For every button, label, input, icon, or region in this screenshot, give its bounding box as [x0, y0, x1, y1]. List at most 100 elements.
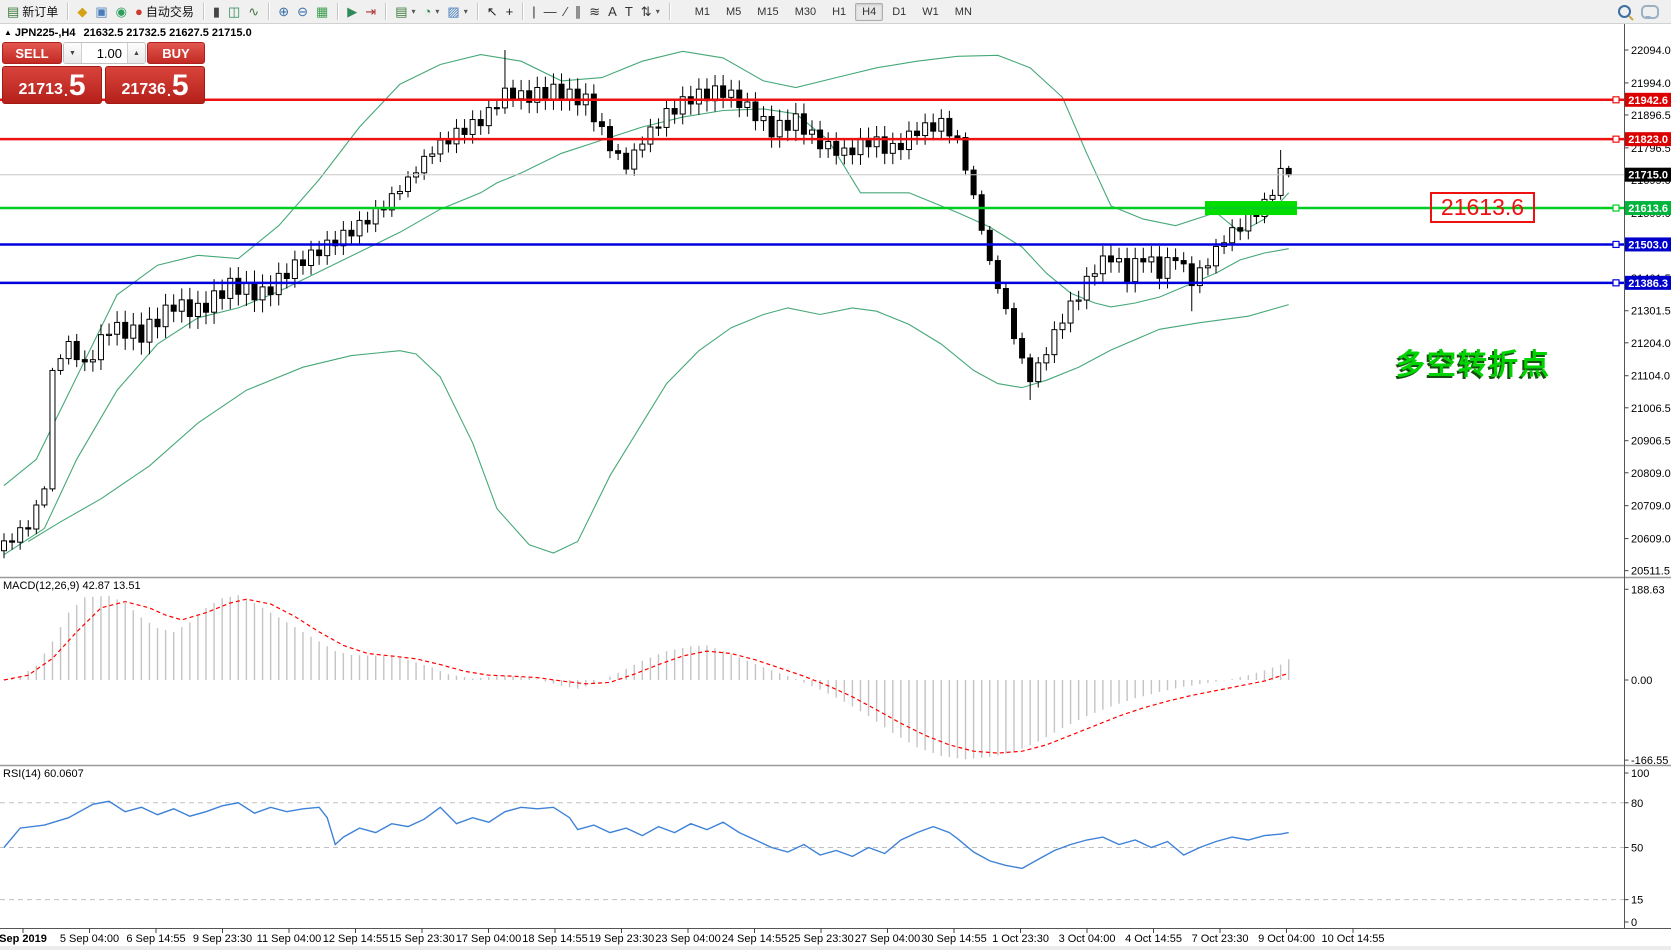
time-tick-label: 5 Sep 04:00 [60, 933, 119, 945]
timeframe-d1-button[interactable]: D1 [892, 5, 907, 18]
chevron-down-icon[interactable]: ▾ [411, 7, 416, 16]
vertical-line-button[interactable]: | [528, 1, 539, 22]
signals-button[interactable]: ◉ [112, 1, 131, 22]
candle-body [994, 260, 1001, 290]
line-anchor-marker[interactable] [1612, 204, 1620, 212]
candle-body [873, 136, 880, 148]
candle-body [1091, 273, 1098, 277]
price-tick-label: 22094.0 [1631, 45, 1671, 57]
time-tick-label: 25 Sep 23:30 [788, 933, 853, 945]
bar-chart-icon: ▮ [212, 4, 220, 19]
autotrading-button[interactable]: ● 自动交易 [131, 1, 198, 22]
candle-body [178, 299, 185, 312]
new-order-button[interactable]: ▤ 新订单 [3, 1, 62, 22]
level-annotation-box[interactable]: 21613.6 [1430, 192, 1535, 223]
horizontal-line-icon: — [543, 4, 557, 19]
new-chart-button[interactable]: ▤ ▾ [391, 1, 419, 22]
layouts-icon: ◆ [77, 4, 88, 19]
candle-body [445, 139, 452, 145]
line-anchor-marker[interactable] [1612, 240, 1620, 249]
text-label-button[interactable]: T [621, 1, 637, 22]
trend-line-icon: ∕ [564, 4, 567, 19]
toolbar-group: ◆ ▣ ◉ ● 自动交易 [70, 0, 201, 23]
candle-body [542, 87, 549, 100]
fibonacci-icon: ≋ [589, 4, 601, 19]
equidistant-channel-button[interactable]: ∥ [571, 1, 586, 22]
candle-body [792, 113, 799, 131]
timeframe-h1-button[interactable]: H1 [832, 5, 847, 18]
candle-body [760, 115, 767, 122]
candle-body [857, 137, 864, 156]
candle-body [1035, 362, 1042, 383]
trend-line-button[interactable]: ∕ [561, 1, 571, 22]
cursor-button[interactable]: ↖ [483, 1, 502, 22]
rsi-tick-label: 80 [1631, 798, 1643, 810]
fibonacci-button[interactable]: ≋ [585, 1, 604, 22]
text-button[interactable]: A [604, 1, 621, 22]
candle-body [768, 115, 775, 138]
timeframe-mn-button[interactable]: MN [954, 5, 972, 18]
candle-body [235, 277, 242, 295]
chevron-down-icon[interactable]: ▾ [463, 7, 468, 16]
candle-body [501, 87, 508, 109]
candle-body [283, 272, 290, 279]
arrows-icon: ⇅ [640, 4, 652, 19]
publish-button[interactable]: ▣ [91, 1, 111, 22]
zoom-in-button[interactable]: ⊕ [274, 1, 293, 22]
candle-body [574, 88, 581, 106]
toolbar-separator [268, 3, 270, 20]
zoom-out-button[interactable]: ⊖ [293, 1, 312, 22]
buy-button[interactable]: BUY [147, 42, 205, 64]
candle-body [1204, 265, 1211, 269]
candle-body [388, 193, 395, 211]
timeframe-h4-button[interactable]: H4 [855, 2, 884, 21]
candle-body [211, 290, 218, 313]
templates-button[interactable]: ▨ ▾ [443, 1, 471, 22]
turning-point-annotation[interactable]: 多空转折点 [1396, 349, 1552, 381]
price-tick-label: 21896.5 [1631, 110, 1671, 122]
sell-button[interactable]: SELL [2, 42, 62, 64]
timeframe-m1-button[interactable]: M1 [694, 5, 710, 18]
arrows-button[interactable]: ⇅ ▾ [637, 1, 664, 22]
time-tick-label: 6 Sep 14:55 [126, 933, 185, 945]
auto-scroll-button[interactable]: ▶ [343, 1, 361, 22]
line-chart-button[interactable]: ∿ [244, 1, 263, 22]
chevron-down-icon[interactable]: ▾ [655, 7, 660, 16]
chevron-down-icon[interactable]: ▾ [435, 7, 440, 16]
candle-body [1027, 357, 1034, 383]
buy-price-button[interactable]: 21736 . 5 [105, 66, 205, 104]
sell-price-button[interactable]: 21713 . 5 [2, 66, 102, 104]
candle-body [57, 358, 64, 371]
volume-up-icon[interactable]: ▲ [127, 43, 145, 63]
line-anchor-marker[interactable] [1612, 279, 1620, 287]
timeframe-m5-button[interactable]: M5 [726, 5, 742, 18]
chart-shift-button[interactable]: ⇥ [361, 1, 380, 22]
price-tick-label: 20809.0 [1631, 468, 1671, 480]
candle-body [566, 88, 573, 101]
bar-chart-button[interactable]: ▮ [209, 1, 224, 22]
crosshair-button[interactable]: + [502, 1, 518, 22]
time-tick-label: 1 Oct 23:30 [992, 933, 1049, 945]
periods-button[interactable]: ◔ ▾ [420, 1, 444, 22]
layouts-button[interactable]: ◆ [73, 1, 91, 22]
search-icon[interactable] [1618, 5, 1631, 18]
volume-down-icon[interactable]: ▼ [64, 43, 82, 63]
new-order-label: 新订单 [22, 5, 59, 19]
rsi-line [3, 800, 1289, 870]
timeframe-m30-button[interactable]: M30 [794, 5, 817, 18]
volume-input[interactable]: 1.00 [96, 45, 122, 61]
candle-body [106, 333, 113, 336]
candle-body [1245, 214, 1252, 232]
timeframe-m15-button[interactable]: M15 [757, 5, 779, 18]
candle-body [308, 249, 315, 266]
line-anchor-marker[interactable] [1612, 135, 1620, 143]
chat-icon[interactable] [1641, 4, 1659, 19]
horizontal-line-button[interactable]: — [540, 1, 561, 22]
time-tick-label: 30 Sep 14:55 [921, 933, 986, 945]
candlestick-chart-button[interactable]: ◫ [224, 1, 244, 22]
tile-windows-button[interactable]: ▦ [312, 1, 332, 22]
timeframe-w1-button[interactable]: W1 [922, 5, 939, 18]
line-anchor-marker[interactable] [1612, 96, 1620, 104]
